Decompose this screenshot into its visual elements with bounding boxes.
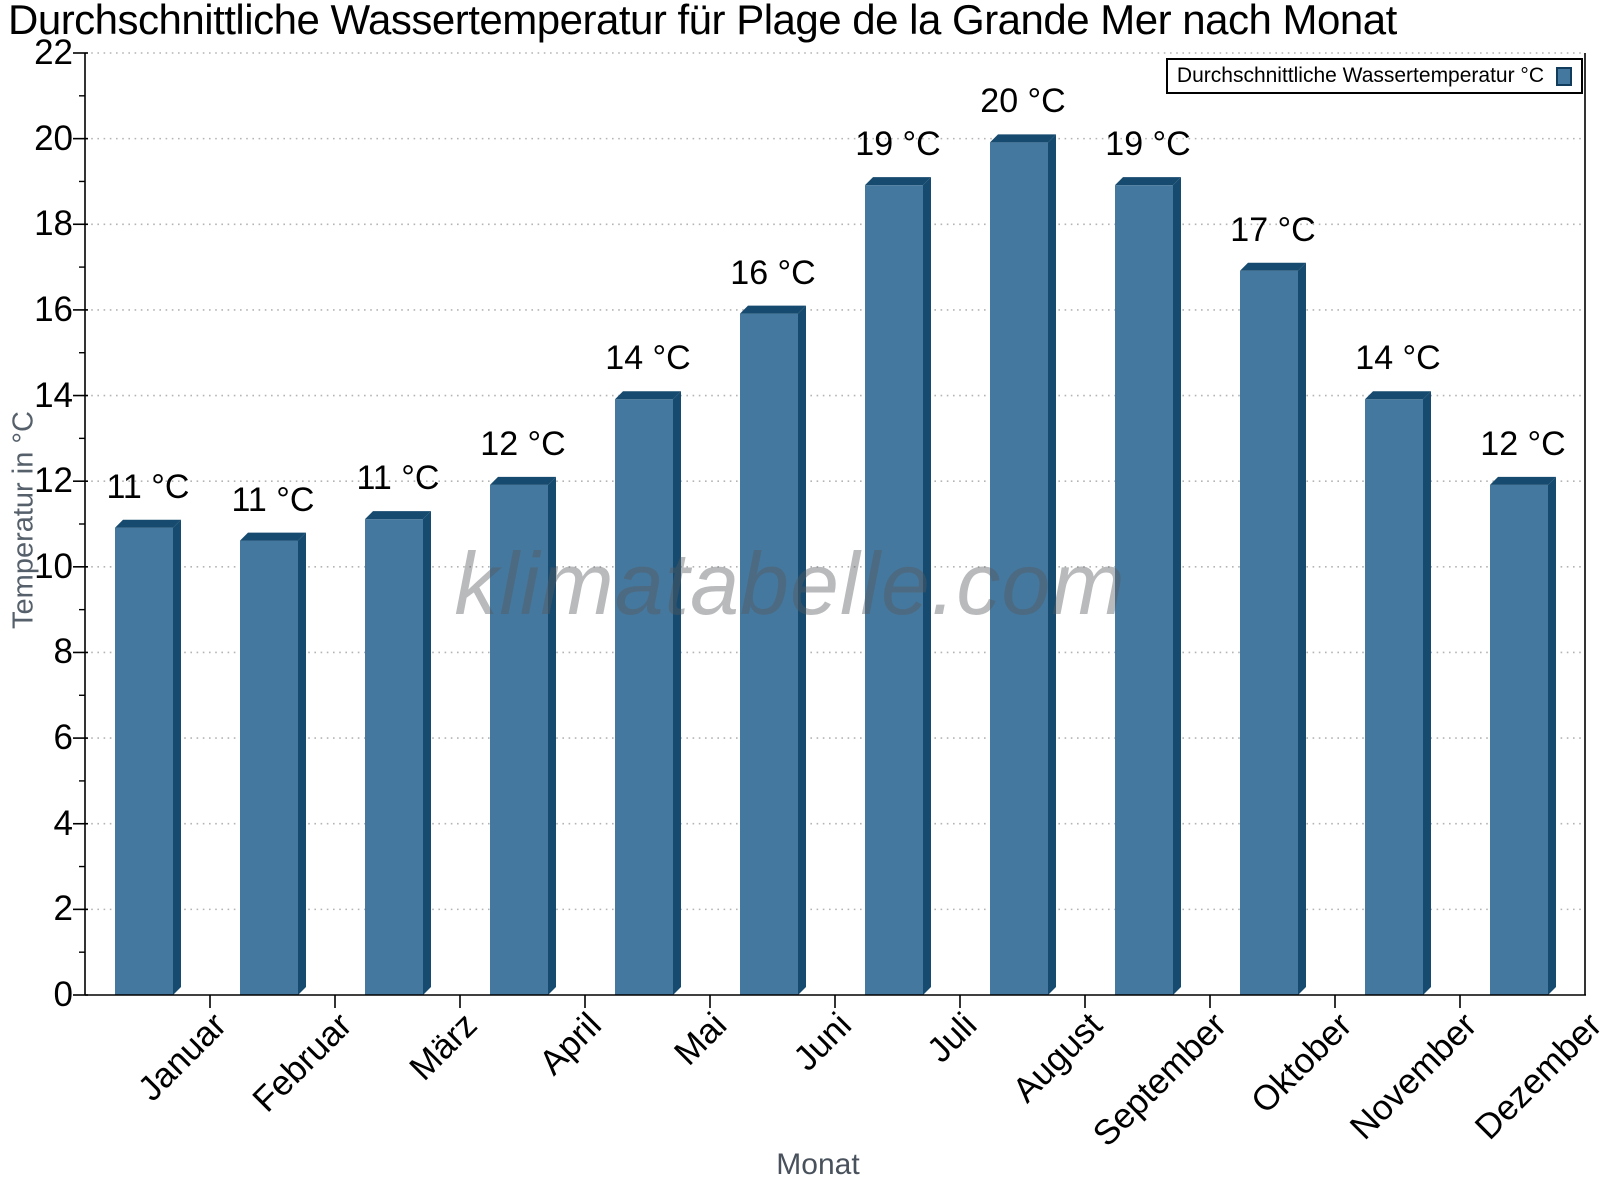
bar-top-shade <box>990 134 1056 143</box>
bar-face <box>865 185 923 995</box>
y-tick-label: 20 <box>34 118 73 158</box>
y-tick-label: 4 <box>53 803 73 843</box>
bar <box>240 532 306 995</box>
y-tick-label: 2 <box>53 889 73 929</box>
bar <box>865 177 931 995</box>
legend-label: Durchschnittliche Wassertemperatur °C <box>1176 64 1544 87</box>
bar-face <box>365 519 423 995</box>
bar-face <box>1240 270 1298 995</box>
bar-top-shade <box>240 532 306 541</box>
y-tick-label: 12 <box>34 461 73 501</box>
bar-value-label: 11 °C <box>106 467 190 506</box>
bar <box>740 305 806 995</box>
bar-side-shade <box>423 511 431 995</box>
bar-side-shade <box>1173 177 1181 995</box>
bar-top-shade <box>1490 476 1556 485</box>
bar-side-shade <box>1548 476 1556 995</box>
y-tick-label: 8 <box>53 632 73 672</box>
x-axis-title: Monat <box>776 1148 860 1181</box>
bar-face <box>740 313 798 995</box>
bar-top-shade <box>1115 177 1181 186</box>
legend: Durchschnittliche Wassertemperatur °C <box>1165 58 1583 94</box>
y-tick-label: 0 <box>53 975 73 1014</box>
bar <box>615 391 681 995</box>
bar-top-shade <box>115 519 181 528</box>
bar-value-label: 16 °C <box>730 253 816 292</box>
bar-face <box>240 540 298 995</box>
bar-value-label: 11 °C <box>231 480 315 519</box>
bar-value-label: 19 °C <box>1105 125 1191 164</box>
y-tick-label: 10 <box>34 546 73 586</box>
bar <box>1115 177 1181 995</box>
bar-top-shade <box>1365 391 1431 400</box>
bar <box>115 519 181 995</box>
y-tick-label: 22 <box>34 33 73 72</box>
y-axis-title: Temperatur in °C <box>7 411 40 629</box>
bar-value-label: 12 °C <box>1480 424 1566 463</box>
bar-value-label: 19 °C <box>855 125 941 164</box>
y-tick-label: 16 <box>34 289 73 329</box>
bar-side-shade <box>673 391 681 995</box>
bar <box>1490 476 1556 995</box>
bar-top-shade <box>365 511 431 520</box>
bar-face <box>115 527 173 995</box>
bar <box>490 476 556 995</box>
bar-side-shade <box>1298 262 1306 995</box>
bar-value-label: 17 °C <box>1230 210 1316 249</box>
bar-side-shade <box>298 532 306 995</box>
y-tick-label: 14 <box>34 375 73 415</box>
bar-side-shade <box>1423 391 1431 995</box>
bar <box>365 511 431 995</box>
bar-value-label: 14 °C <box>605 339 691 378</box>
bar-face <box>990 142 1048 995</box>
y-tick-label: 18 <box>34 204 73 244</box>
bar-top-shade <box>865 177 931 186</box>
bar-top-shade <box>1240 262 1306 271</box>
chart-title: Durchschnittliche Wassertemperatur für P… <box>8 0 1397 43</box>
bar-top-shade <box>740 305 806 314</box>
bar <box>1240 262 1306 995</box>
bar-side-shade <box>173 519 181 995</box>
bar-face <box>1365 399 1423 995</box>
bar-face <box>615 399 673 995</box>
bar-top-shade <box>615 391 681 400</box>
bar <box>990 134 1056 995</box>
bar-side-shade <box>798 305 806 995</box>
bar-side-shade <box>1048 134 1056 995</box>
bar-value-label: 20 °C <box>980 82 1066 121</box>
bar <box>1365 391 1431 995</box>
legend-swatch-icon <box>1556 66 1572 86</box>
bar-side-shade <box>923 177 931 995</box>
bar-value-label: 11 °C <box>356 459 440 498</box>
bar-face <box>490 484 548 995</box>
y-tick-label: 6 <box>53 718 73 758</box>
bar-side-shade <box>548 476 556 995</box>
bar-face <box>1490 484 1548 995</box>
bar-top-shade <box>490 476 556 485</box>
bar-value-label: 14 °C <box>1355 339 1441 378</box>
bar-face <box>1115 185 1173 995</box>
bar-value-label: 12 °C <box>480 424 566 463</box>
